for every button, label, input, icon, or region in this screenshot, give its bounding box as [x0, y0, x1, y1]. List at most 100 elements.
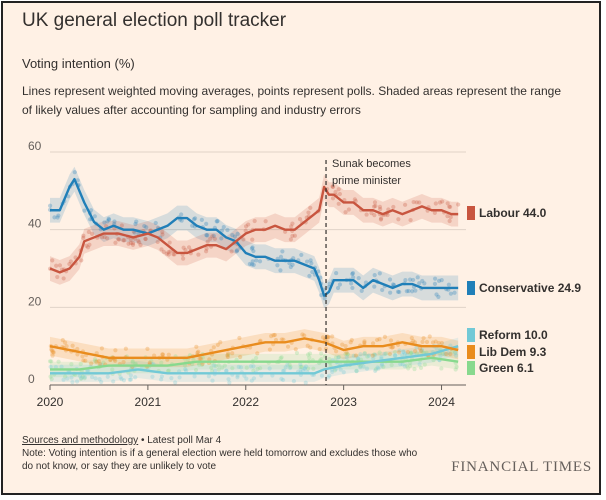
- methodology-link[interactable]: Sources and methodology: [22, 435, 139, 446]
- poll-point: [136, 238, 141, 243]
- poll-point: [251, 262, 256, 268]
- poll-point: [243, 224, 249, 229]
- poll-point: [434, 346, 439, 351]
- poll-point: [335, 285, 341, 291]
- poll-point: [361, 364, 366, 369]
- poll-point: [350, 270, 356, 276]
- poll-point: [133, 221, 138, 227]
- poll-point: [280, 249, 285, 254]
- poll-point: [160, 232, 165, 237]
- poll-point: [370, 353, 375, 358]
- poll-point: [52, 215, 57, 220]
- poll-point: [47, 359, 53, 364]
- poll-point: [306, 366, 311, 371]
- poll-point: [184, 368, 189, 373]
- poll-point: [160, 352, 165, 357]
- poll-point: [150, 374, 155, 379]
- poll-point: [85, 245, 91, 250]
- poll-point: [337, 354, 342, 360]
- poll-point: [222, 363, 227, 368]
- poll-point: [390, 344, 396, 350]
- poll-point: [418, 348, 424, 354]
- poll-point: [237, 335, 242, 341]
- poll-point: [93, 359, 98, 364]
- y-tick-label: 0: [28, 372, 35, 386]
- poll-point: [437, 200, 443, 205]
- poll-point: [142, 223, 147, 229]
- poll-point: [278, 356, 283, 361]
- poll-point: [379, 363, 384, 368]
- ft-logo: FINANCIAL TIMES: [451, 459, 592, 475]
- poll-point: [424, 339, 430, 345]
- poll-point: [272, 332, 277, 338]
- poll-point: [57, 263, 63, 268]
- poll-point: [243, 228, 248, 233]
- poll-point: [48, 364, 53, 369]
- poll-point: [138, 242, 143, 248]
- poll-point: [229, 249, 234, 254]
- poll-point: [235, 375, 240, 380]
- chart-title: UK general election poll tracker: [22, 10, 287, 31]
- poll-point: [438, 353, 443, 358]
- poll-point: [358, 365, 363, 370]
- poll-point: [447, 218, 452, 224]
- poll-point: [211, 345, 216, 350]
- poll-point: [355, 356, 360, 361]
- poll-point: [192, 374, 197, 379]
- poll-point: [69, 375, 74, 380]
- poll-point: [306, 210, 311, 215]
- poll-point: [411, 339, 416, 344]
- poll-point: [244, 365, 249, 370]
- poll-point: [267, 347, 273, 352]
- poll-point: [436, 294, 441, 299]
- poll-point: [433, 339, 438, 344]
- poll-point: [54, 263, 59, 268]
- poll-point: [413, 288, 418, 293]
- poll-point: [210, 234, 215, 239]
- series-line-labour: [49, 185, 459, 274]
- poll-point: [93, 376, 98, 381]
- poll-point: [128, 373, 133, 378]
- poll-point: [373, 203, 378, 209]
- poll-point: [387, 351, 393, 357]
- poll-point: [409, 335, 414, 341]
- poll-point: [197, 362, 202, 367]
- poll-point: [210, 368, 215, 374]
- poll-point: [336, 187, 341, 192]
- poll-point: [166, 368, 171, 373]
- poll-point: [291, 379, 297, 384]
- poll-point: [444, 351, 449, 357]
- poll-point: [92, 214, 97, 219]
- poll-point: [79, 375, 84, 381]
- poll-point: [50, 348, 55, 353]
- poll-point: [48, 374, 53, 379]
- poll-point: [319, 351, 324, 356]
- poll-point: [427, 334, 432, 339]
- poll-point: [164, 251, 169, 256]
- poll-point: [372, 273, 377, 278]
- poll-point: [122, 238, 127, 243]
- poll-point: [232, 234, 238, 239]
- poll-point: [179, 212, 184, 217]
- poll-point: [230, 233, 235, 238]
- poll-point: [121, 238, 126, 243]
- poll-point: [252, 218, 257, 224]
- poll-point: [75, 346, 80, 352]
- poll-point: [70, 380, 75, 385]
- poll-point: [430, 340, 436, 345]
- poll-point: [236, 364, 241, 369]
- poll-point: [199, 362, 205, 367]
- poll-point: [48, 203, 53, 208]
- poll-point: [219, 365, 225, 370]
- poll-point: [388, 290, 393, 295]
- poll-point: [259, 373, 264, 378]
- poll-point: [402, 364, 407, 369]
- poll-point: [302, 366, 308, 371]
- poll-point: [317, 347, 322, 352]
- poll-point: [119, 377, 124, 382]
- poll-point: [297, 216, 303, 222]
- poll-point: [219, 228, 225, 233]
- poll-point: [319, 293, 324, 298]
- poll-point: [213, 368, 218, 373]
- poll-point: [303, 364, 309, 369]
